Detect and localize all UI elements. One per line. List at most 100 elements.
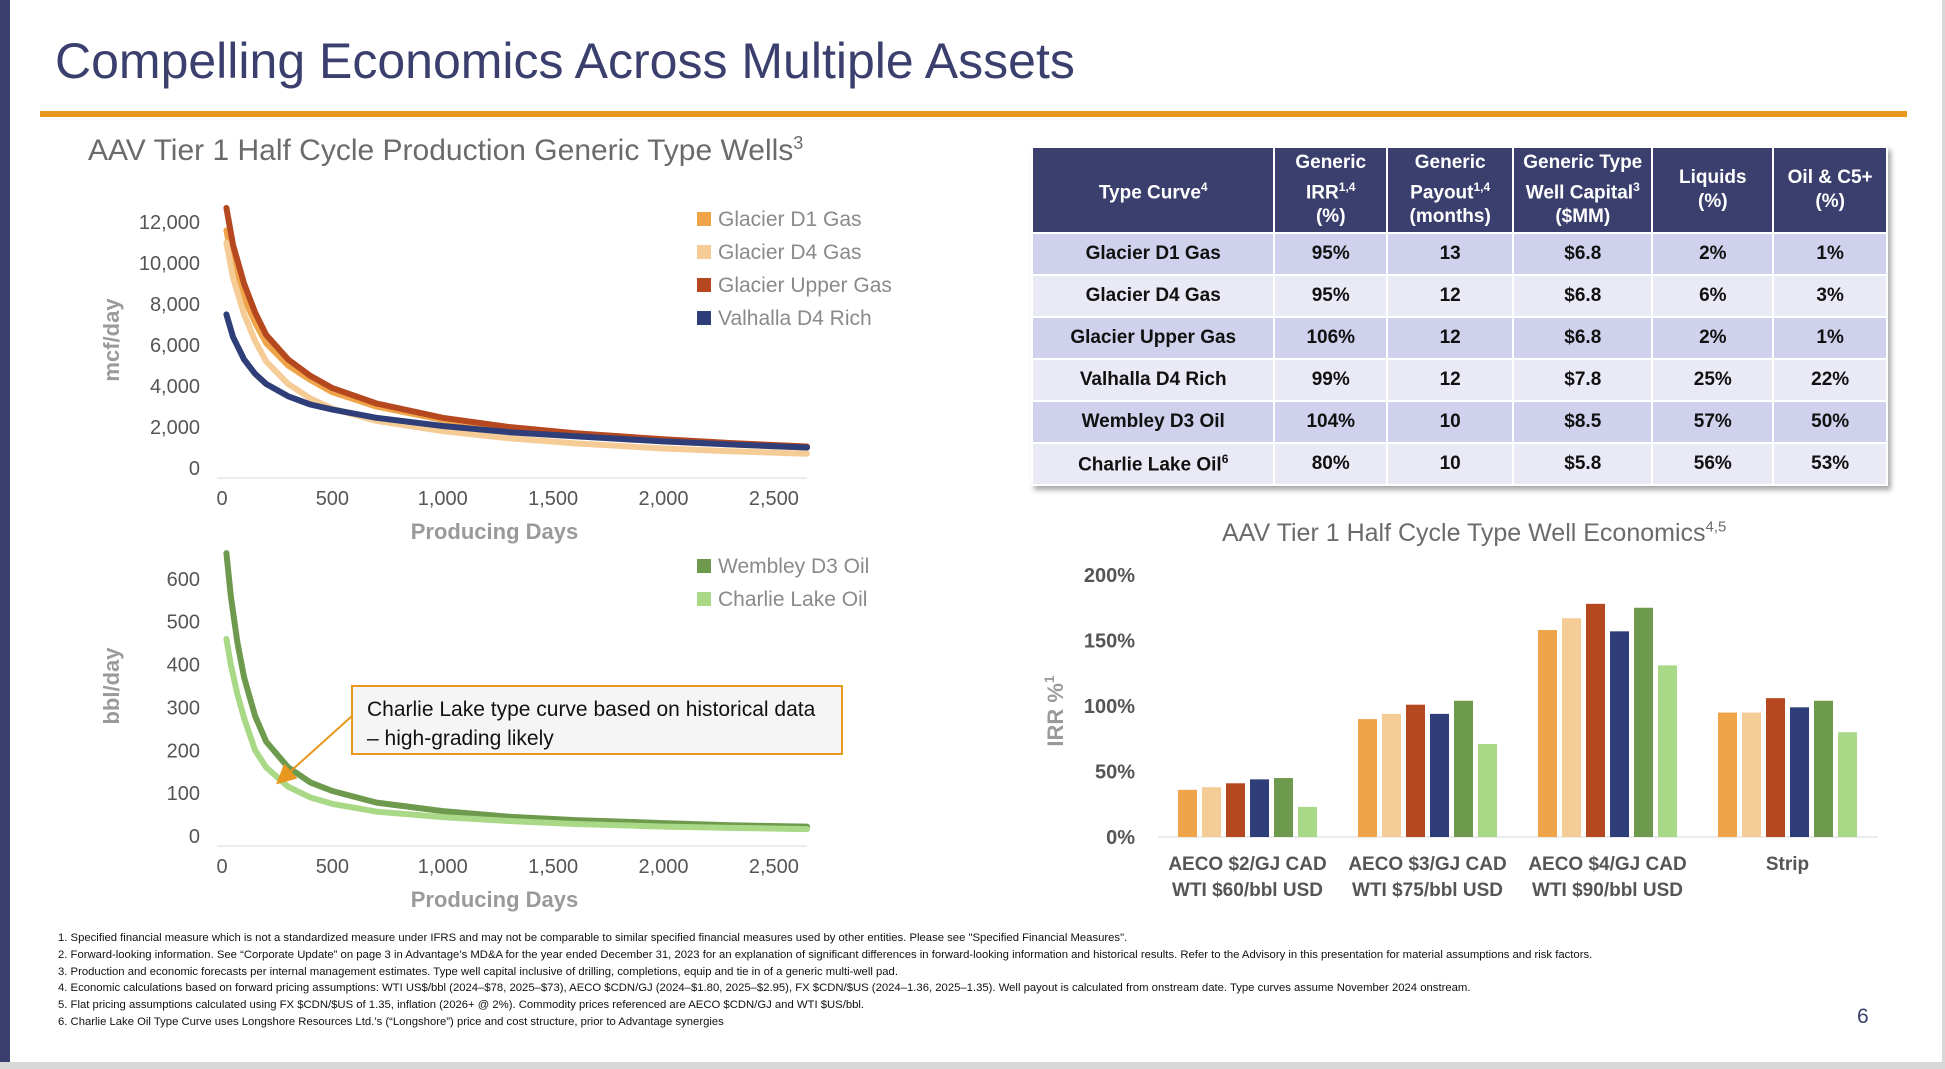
- table-cell-liquids: 2%: [1651, 316, 1775, 361]
- cell-text: 22%: [1811, 369, 1850, 391]
- bar-charlie-lake-oil: [1298, 806, 1317, 837]
- left-accent-bar: [0, 0, 10, 1069]
- economics-chart-title-text: AAV Tier 1 Half Cycle Type Well Economic…: [1222, 519, 1706, 547]
- y-tick-label: 500: [167, 612, 200, 634]
- category-label: Strip: [1766, 854, 1809, 875]
- bar-glacier-d1-gas: [1358, 719, 1377, 837]
- header-line: Well Capital: [1525, 182, 1634, 204]
- category-label: AECO $4/GJ CAD: [1528, 854, 1686, 875]
- y-axis-title: bbl/day: [99, 647, 124, 725]
- y-tick-label: 0: [189, 458, 200, 480]
- y-tick-label: 2,000: [150, 417, 200, 439]
- table-cell-payout: 12: [1386, 274, 1515, 319]
- y-axis-title-text: IRR %: [1043, 683, 1068, 747]
- x-tick-label: 1,000: [418, 856, 468, 878]
- header-line: Generic Type: [1523, 152, 1643, 173]
- table-body: Glacier D1 Gas 95% 13 $6.8 2% 1% Glacier D4 Ga…: [1030, 232, 1888, 487]
- footnote-line: 4. Economic calculations based on forwar…: [58, 982, 1471, 995]
- table-cell-name: Wembley D3 Oil: [1030, 400, 1276, 445]
- bar-glacier-d1-gas: [1538, 630, 1557, 837]
- header-footnote: 1,4: [1473, 180, 1491, 194]
- cell-text: Glacier Upper Gas: [1070, 327, 1237, 349]
- table-cell-oil: 1%: [1772, 316, 1888, 361]
- legend-label: Glacier D4 Gas: [718, 241, 862, 264]
- footnote-line: 2. Forward-looking information. See “Cor…: [58, 948, 1593, 961]
- legend-swatch: [697, 311, 711, 325]
- x-tick-label: 500: [316, 488, 349, 510]
- bar-charlie-lake-oil: [1658, 665, 1677, 837]
- cell-text: 12: [1439, 327, 1461, 349]
- header-line: Generic: [1295, 152, 1367, 173]
- y-axis-title-footnote: 1: [1041, 675, 1057, 683]
- table-cell-liquids: 57%: [1651, 400, 1775, 445]
- cell-text: 10: [1439, 453, 1461, 475]
- bar-valhalla-d4-rich: [1430, 713, 1449, 837]
- table-cell-name: Valhalla D4 Rich: [1030, 358, 1276, 403]
- cell-text: $8.5: [1564, 411, 1602, 433]
- table-cell-oil: 3%: [1772, 274, 1888, 319]
- cell-footnote: 6: [1221, 452, 1229, 467]
- table-header-row: Type Curve4 Generic IRR1,4 (%) Generic Payout…: [1030, 145, 1888, 235]
- header-line: Payout: [1410, 182, 1474, 204]
- cell-text: $7.8: [1564, 369, 1602, 391]
- bar-wembley-d3-oil: [1274, 778, 1293, 837]
- bar-glacier-upper-gas: [1766, 698, 1785, 837]
- header-line: Generic: [1414, 152, 1486, 173]
- cell-text: 12: [1439, 369, 1461, 391]
- table-cell-liquids: 56%: [1651, 442, 1775, 487]
- table-cell-capital: $5.8: [1512, 442, 1654, 487]
- bar-glacier-d1-gas: [1178, 789, 1197, 837]
- y-tick-label: 400: [167, 655, 200, 677]
- bar-glacier-d4-gas: [1382, 713, 1401, 837]
- x-tick-label: 1,000: [418, 488, 468, 510]
- bar-glacier-upper-gas: [1226, 783, 1245, 837]
- y-tick-label: 600: [167, 569, 200, 591]
- header-line: Liquids: [1679, 167, 1747, 189]
- table-cell-name: Glacier D4 Gas: [1030, 274, 1276, 319]
- bar-valhalla-d4-rich: [1610, 631, 1629, 837]
- cell-text: 6%: [1699, 285, 1727, 307]
- cell-text: 53%: [1811, 453, 1850, 475]
- table-cell-irr: 95%: [1273, 274, 1389, 319]
- header-line: Oil & C5+: [1787, 167, 1873, 189]
- header-line: (%): [1315, 206, 1346, 228]
- header-line: ($MM): [1555, 206, 1611, 228]
- category-label: WTI $60/bbl USD: [1172, 880, 1323, 901]
- cell-text: 3%: [1816, 285, 1844, 307]
- x-tick-label: 1,500: [528, 488, 578, 510]
- series-line-charlie-lake-oil: [223, 635, 810, 833]
- cell-text: 104%: [1306, 411, 1356, 433]
- header-text: Type Curve: [1098, 182, 1201, 204]
- production-chart-title-footnote: 3: [793, 133, 804, 153]
- y-tick-label: 0%: [1106, 827, 1135, 849]
- table-row: Charlie Lake Oil6 80% 10 $5.8 56% 53%: [1030, 442, 1888, 487]
- table-header-cell: Generic Payout1,4 (months): [1386, 145, 1515, 235]
- legend-swatch: [697, 559, 711, 573]
- x-tick-label: 2,000: [638, 856, 688, 878]
- cell-text: 12: [1439, 285, 1461, 307]
- x-tick-label: 0: [216, 488, 227, 510]
- cell-text: 1%: [1816, 243, 1844, 265]
- table-cell-capital: $6.8: [1512, 232, 1654, 277]
- cell-text: Valhalla D4 Rich: [1079, 369, 1227, 391]
- y-tick-label: 10,000: [139, 253, 200, 275]
- footnote-line: 6. Charlie Lake Oil Type Curve uses Long…: [58, 1015, 724, 1028]
- table-header-cell: Type Curve4: [1030, 145, 1276, 235]
- category-label: AECO $2/GJ CAD: [1168, 854, 1326, 875]
- cell-text: $6.8: [1564, 327, 1602, 349]
- legend-label: Charlie Lake Oil: [718, 588, 867, 611]
- economics-chart-title-footnote: 4,5: [1705, 518, 1727, 536]
- bar-wembley-d3-oil: [1454, 700, 1473, 837]
- cell-text: 99%: [1311, 369, 1350, 391]
- cell-text: 106%: [1306, 327, 1356, 349]
- cell-text: 57%: [1693, 411, 1732, 433]
- cell-text: 50%: [1811, 411, 1850, 433]
- bar-wembley-d3-oil: [1814, 700, 1833, 837]
- x-axis-title: Producing Days: [411, 887, 578, 912]
- y-tick-label: 200%: [1084, 565, 1135, 587]
- table-header-cell: Oil & C5+ (%): [1772, 145, 1888, 235]
- header-line: (%): [1698, 191, 1728, 213]
- x-tick-label: 1,500: [528, 856, 578, 878]
